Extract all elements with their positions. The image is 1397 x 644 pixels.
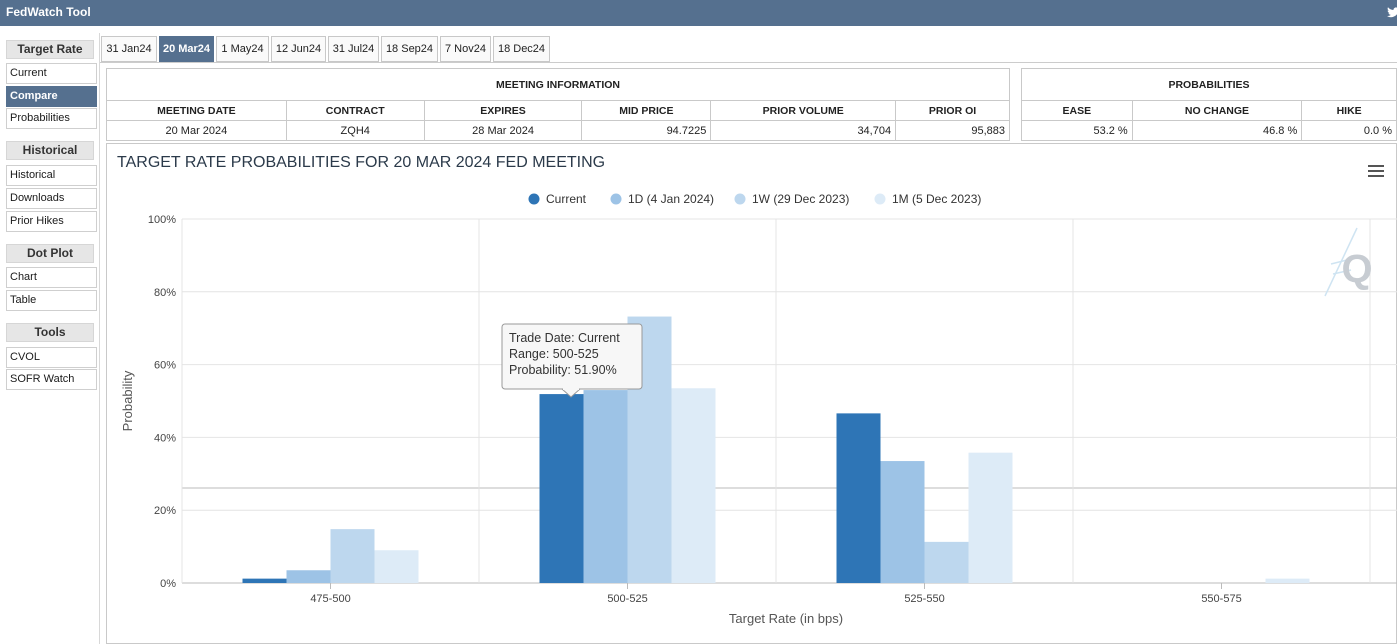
bar-525-550-series-1[interactable] xyxy=(880,461,925,583)
tab-1-may24[interactable]: 1 May24 xyxy=(216,36,269,62)
y-tick-label: 60% xyxy=(154,360,176,372)
tab-31-jan24[interactable]: 31 Jan24 xyxy=(101,36,157,62)
tab-18-dec24[interactable]: 18 Dec24 xyxy=(493,36,550,62)
meeting-date-value: 20 Mar 2024 xyxy=(106,120,287,141)
sidebar-item-chart[interactable]: Chart xyxy=(6,267,97,288)
tab-31-jul24[interactable]: 31 Jul24 xyxy=(328,36,379,62)
chart-bars xyxy=(242,316,1310,583)
legend-swatch-0[interactable] xyxy=(528,193,540,205)
ease-value: 53.2 % xyxy=(1021,120,1133,141)
col-prior-oi: PRIOR OI xyxy=(895,100,1010,121)
prior-volume-value: 34,704 xyxy=(710,120,897,141)
sidebar-item-table[interactable]: Table xyxy=(6,290,97,311)
sidebar-item-historical[interactable]: Historical xyxy=(6,165,97,186)
x-tick-label: 475-500 xyxy=(310,593,350,605)
probabilities-heading: PROBABILITIES xyxy=(1021,68,1397,101)
x-axis-label: Target Rate (in bps) xyxy=(729,611,843,626)
tab-divider xyxy=(100,62,1397,63)
x-tick-label: 550-575 xyxy=(1201,593,1241,605)
sidebar-item-compare[interactable]: Compare xyxy=(6,86,97,107)
probabilities-table: PROBABILITIES EASE NO CHANGE HIKE 53.2 %… xyxy=(1021,68,1397,141)
legend-swatch-3[interactable] xyxy=(874,193,886,205)
app-titlebar: FedWatch Tool xyxy=(0,0,1397,26)
y-tick-label: 100% xyxy=(148,214,176,226)
sidebar-item-downloads[interactable]: Downloads xyxy=(6,188,97,209)
meeting-info-heading: MEETING INFORMATION xyxy=(106,68,1010,101)
x-tick-label: 500-525 xyxy=(607,593,647,605)
section-heading-dot-plot: Dot Plot xyxy=(6,244,94,263)
y-tick-label: 20% xyxy=(154,505,176,517)
col-prior-volume: PRIOR VOLUME xyxy=(710,100,897,121)
probability-chart: TARGET RATE PROBABILITIES FOR 20 MAR 202… xyxy=(106,143,1397,644)
sidebar-item-prior-hikes[interactable]: Prior Hikes xyxy=(6,211,97,232)
bar-475-500-series-0[interactable] xyxy=(242,578,287,583)
bar-550-575-series-3[interactable] xyxy=(1265,578,1310,583)
hike-value: 0.0 % xyxy=(1301,120,1397,141)
chart-gridlines xyxy=(181,218,1397,584)
twitter-icon[interactable] xyxy=(1387,4,1397,18)
col-ease: EASE xyxy=(1021,100,1133,121)
col-meeting-date: MEETING DATE xyxy=(106,100,287,121)
chart-canvas: TARGET RATE PROBABILITIES FOR 20 MAR 202… xyxy=(117,154,1397,626)
mid-price-value: 94.7225 xyxy=(581,120,712,141)
bar-525-550-series-0[interactable] xyxy=(836,413,881,583)
no-change-value: 46.8 % xyxy=(1131,120,1303,141)
contract-value: ZQH4 xyxy=(285,120,425,141)
tooltip-trade-date: Trade Date: Current xyxy=(509,331,620,345)
app-title: FedWatch Tool xyxy=(6,5,91,19)
col-expires: EXPIRES xyxy=(423,100,583,121)
bar-500-525-series-3[interactable] xyxy=(671,388,716,583)
legend-swatch-1[interactable] xyxy=(610,193,622,205)
tab-18-sep24[interactable]: 18 Sep24 xyxy=(381,36,438,62)
section-heading-historical: Historical xyxy=(6,141,94,160)
legend-label-0[interactable]: Current xyxy=(546,192,587,206)
legend-label-2[interactable]: 1W (29 Dec 2023) xyxy=(752,192,849,206)
sidebar-item-cvol[interactable]: CVOL xyxy=(6,347,97,368)
x-axis-ticks: 475-500 500-525 525-550 550-575 xyxy=(310,583,1242,605)
col-hike: HIKE xyxy=(1301,100,1397,121)
col-no-change: NO CHANGE xyxy=(1131,100,1303,121)
chart-title: TARGET RATE PROBABILITIES FOR 20 MAR 202… xyxy=(117,154,605,171)
bar-475-500-series-3[interactable] xyxy=(374,550,419,583)
bar-tooltip: Trade Date: Current Range: 500-525 Proba… xyxy=(501,323,643,398)
tooltip-probability: Probability: 51.90% xyxy=(509,363,617,377)
expires-value: 28 Mar 2024 xyxy=(423,120,583,141)
y-axis-label: Probability xyxy=(120,370,135,431)
sidebar-item-sofr-watch[interactable]: SOFR Watch xyxy=(6,369,97,390)
quikstrike-logo-icon: Q xyxy=(1324,227,1373,297)
meeting-info-table: MEETING INFORMATION MEETING DATE CONTRAC… xyxy=(106,68,1010,141)
sidebar: Target Rate Current Compare Probabilities Hi… xyxy=(0,33,100,644)
tab-7-nov24[interactable]: 7 Nov24 xyxy=(440,36,491,62)
bar-475-500-series-1[interactable] xyxy=(286,570,331,583)
y-tick-label: 80% xyxy=(154,287,176,299)
svg-text:Q: Q xyxy=(1341,247,1372,291)
y-axis-ticks: 0% 20% 40% 60% 80% 100% xyxy=(148,214,176,590)
tooltip-range: Range: 500-525 xyxy=(509,347,599,361)
tab-20-mar24[interactable]: 20 Mar24 xyxy=(159,36,214,62)
bar-500-525-series-1[interactable] xyxy=(583,390,628,583)
prior-oi-value: 95,883 xyxy=(895,120,1010,141)
bar-475-500-series-2[interactable] xyxy=(330,529,375,583)
bar-525-550-series-3[interactable] xyxy=(968,452,1013,583)
sidebar-item-current[interactable]: Current xyxy=(6,63,97,84)
section-heading-tools: Tools xyxy=(6,323,94,342)
col-mid-price: MID PRICE xyxy=(581,100,712,121)
legend-label-3[interactable]: 1M (5 Dec 2023) xyxy=(892,192,981,206)
y-tick-label: 0% xyxy=(160,578,176,590)
tab-12-jun24[interactable]: 12 Jun24 xyxy=(271,36,326,62)
legend-swatch-2[interactable] xyxy=(734,193,746,205)
x-tick-label: 525-550 xyxy=(904,593,944,605)
bar-525-550-series-2[interactable] xyxy=(924,541,969,583)
chart-menu-icon[interactable] xyxy=(1368,165,1384,177)
y-tick-label: 40% xyxy=(154,432,176,444)
chart-legend: Current 1D (4 Jan 2024) 1W (29 Dec 2023) 1M… xyxy=(528,192,981,206)
sidebar-item-probabilities[interactable]: Probabilities xyxy=(6,108,97,129)
col-contract: CONTRACT xyxy=(285,100,425,121)
bar-500-525-series-0[interactable] xyxy=(539,394,584,583)
section-heading-target-rate: Target Rate xyxy=(6,40,94,59)
legend-label-1[interactable]: 1D (4 Jan 2024) xyxy=(628,192,714,206)
